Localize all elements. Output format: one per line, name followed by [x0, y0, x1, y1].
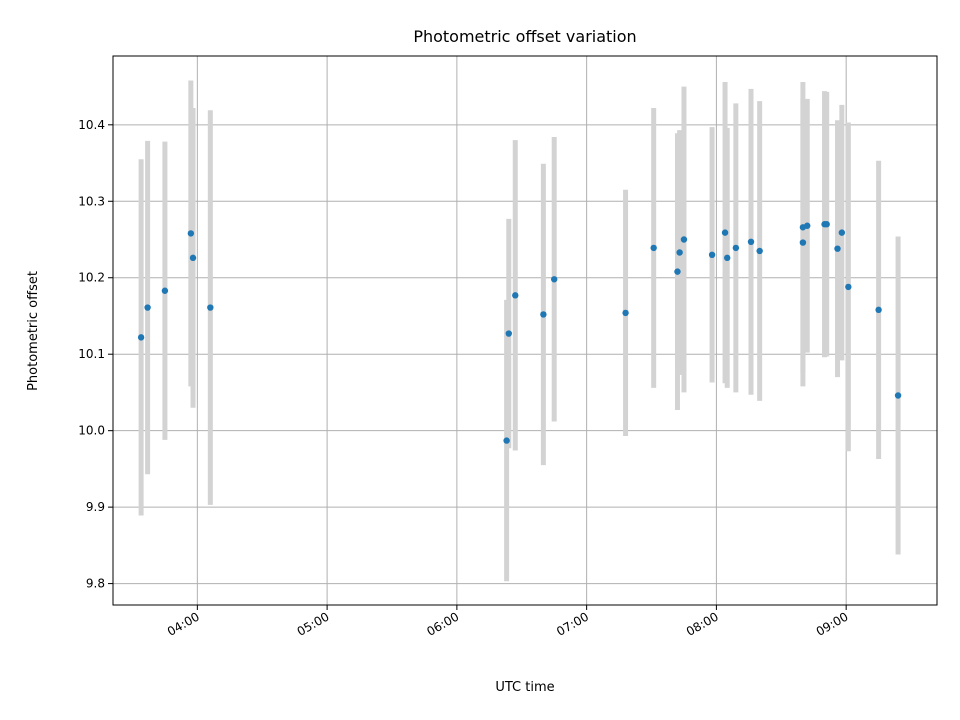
x-tick-label: 05:00: [295, 609, 332, 638]
data-point: [680, 236, 688, 243]
data-point: [838, 229, 846, 236]
y-tick-label: 9.8: [86, 577, 105, 591]
data-point: [144, 304, 151, 311]
data-point: [207, 304, 214, 311]
data-point: [187, 230, 195, 237]
x-tick-label: 06:00: [424, 609, 461, 638]
data-point: [804, 222, 811, 229]
data-point: [674, 268, 681, 275]
data-point: [823, 221, 830, 228]
y-tick-label: 10.4: [78, 118, 105, 132]
data-point: [505, 330, 512, 337]
data-point: [161, 287, 169, 294]
y-axis-label: Photometric offset: [26, 271, 41, 391]
data-point: [724, 254, 731, 262]
data-point: [622, 309, 629, 317]
data-point: [721, 229, 729, 236]
x-tick-label: 04:00: [165, 609, 202, 638]
data-point: [650, 244, 657, 252]
y-tick-label: 10.0: [78, 424, 105, 438]
x-axis-label: UTC time: [495, 680, 554, 695]
data-point: [189, 254, 197, 262]
data-point: [894, 392, 902, 399]
data-point: [845, 283, 852, 291]
x-tick-label: 08:00: [684, 609, 721, 638]
error-bars: [138, 80, 901, 582]
data-point: [834, 245, 841, 252]
data-point: [550, 276, 558, 283]
data-point: [676, 249, 683, 256]
data-point: [756, 247, 763, 255]
data-point: [747, 238, 755, 246]
x-tick-label: 07:00: [554, 609, 591, 638]
x-axis-ticks: 04:00 05:00 06:00 07:00 08:00 09:00: [165, 605, 851, 639]
y-axis-ticks: 9.8 9.9 10.0 10.1 10.2 10.3 10.4: [78, 118, 113, 591]
data-point: [875, 306, 882, 314]
chart-title: Photometric offset variation: [413, 27, 636, 46]
data-point: [503, 437, 510, 444]
data-point: [512, 292, 519, 299]
data-points: [137, 221, 902, 444]
data-point: [708, 251, 716, 259]
data-point: [799, 239, 807, 246]
y-tick-label: 10.3: [78, 194, 105, 208]
grid: [113, 56, 937, 605]
y-tick-label: 9.9: [86, 500, 105, 514]
data-point: [137, 334, 145, 341]
x-tick-label: 09:00: [814, 609, 851, 638]
data-point: [540, 311, 547, 318]
plot-frame: [112, 55, 938, 606]
y-tick-label: 10.2: [78, 271, 105, 285]
y-tick-label: 10.1: [78, 347, 105, 361]
data-point: [732, 244, 740, 252]
